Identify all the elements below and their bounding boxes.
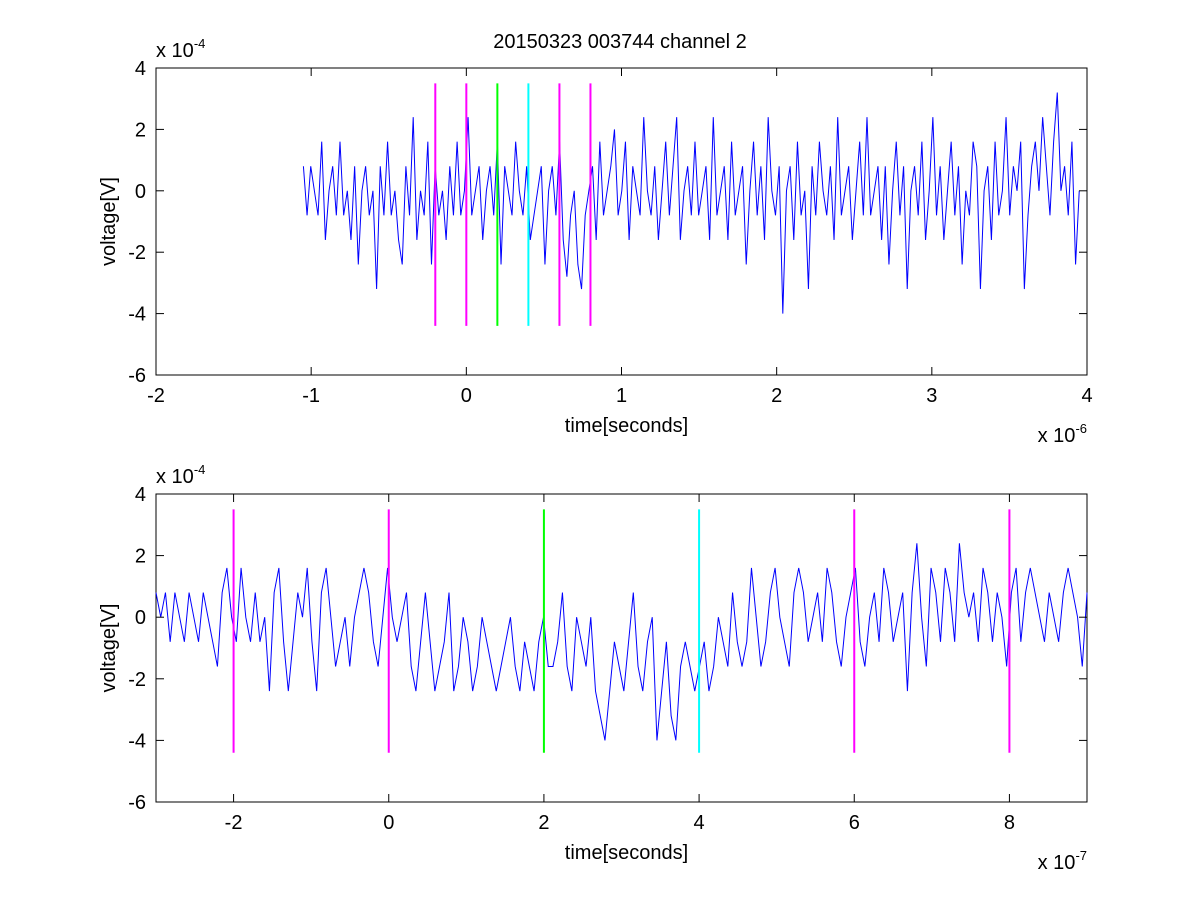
x-axis-exponent-base: x 10	[1038, 852, 1076, 874]
x-tick-label: 4	[1081, 385, 1092, 407]
x-tick-label: -2	[225, 812, 243, 834]
y-tick-label: -2	[128, 669, 146, 691]
y-tick-label: 4	[135, 484, 146, 506]
plot-area-frame	[155, 493, 1088, 803]
top-plot: -2 -1 0 1 2 3 4 -6 -4 -2 0 2 4 time[seconds] voltage[V…	[98, 36, 1093, 447]
signal-series-line	[302, 92, 1080, 314]
figure-title: 20150323 003744 channel 2	[493, 31, 747, 53]
signal-series-line	[155, 543, 1088, 741]
x-tick-label: 2	[538, 812, 549, 834]
y-axis-exponent-power: -4	[194, 36, 206, 51]
x-axis-exponent-power: -6	[1075, 421, 1087, 436]
y-tick-label: 0	[135, 607, 146, 629]
x-tick-label: -2	[147, 385, 165, 407]
x-tick-label: 4	[694, 812, 705, 834]
x-tick-label: 3	[926, 385, 937, 407]
x-axis-exponent-power: -7	[1075, 848, 1087, 863]
x-tick-label: 8	[1004, 812, 1015, 834]
y-tick-label: 0	[135, 181, 146, 203]
y-axis-label: voltage[V]	[98, 177, 120, 266]
y-tick-label: 4	[135, 58, 146, 80]
y-tick-label: -4	[128, 730, 146, 752]
x-tick-label: 1	[616, 385, 627, 407]
x-axis-label: time[seconds]	[565, 415, 688, 437]
y-axis-exponent: x 10-4	[156, 462, 205, 488]
y-tick-label: -6	[128, 792, 146, 814]
y-tick-label: -6	[128, 365, 146, 387]
bottom-plot: -2 0 2 4 6 8 -6 -4 -2 0 2 4 time[seconds] voltage[V] x…	[98, 462, 1088, 874]
plot-area-frame	[155, 67, 1088, 376]
x-tick-label: 0	[461, 385, 472, 407]
x-axis-exponent: x 10-7	[1038, 848, 1087, 874]
x-axis-exponent: x 10-6	[1038, 421, 1087, 447]
x-tick-label: -1	[302, 385, 320, 407]
y-tick-label: -4	[128, 304, 146, 326]
y-axis-exponent: x 10-4	[156, 36, 205, 62]
x-axis-label: time[seconds]	[565, 842, 688, 864]
x-axis-exponent-base: x 10	[1038, 425, 1076, 447]
y-tick-label: 2	[135, 546, 146, 568]
y-tick-label: 2	[135, 119, 146, 141]
y-axis-exponent-base: x 10	[156, 466, 194, 488]
x-tick-label: 2	[771, 385, 782, 407]
y-axis-label: voltage[V]	[98, 604, 120, 693]
x-tick-label: 6	[849, 812, 860, 834]
y-axis-exponent-power: -4	[194, 462, 206, 477]
y-axis-exponent-base: x 10	[156, 40, 194, 62]
x-tick-label: 0	[383, 812, 394, 834]
y-tick-label: -2	[128, 242, 146, 264]
